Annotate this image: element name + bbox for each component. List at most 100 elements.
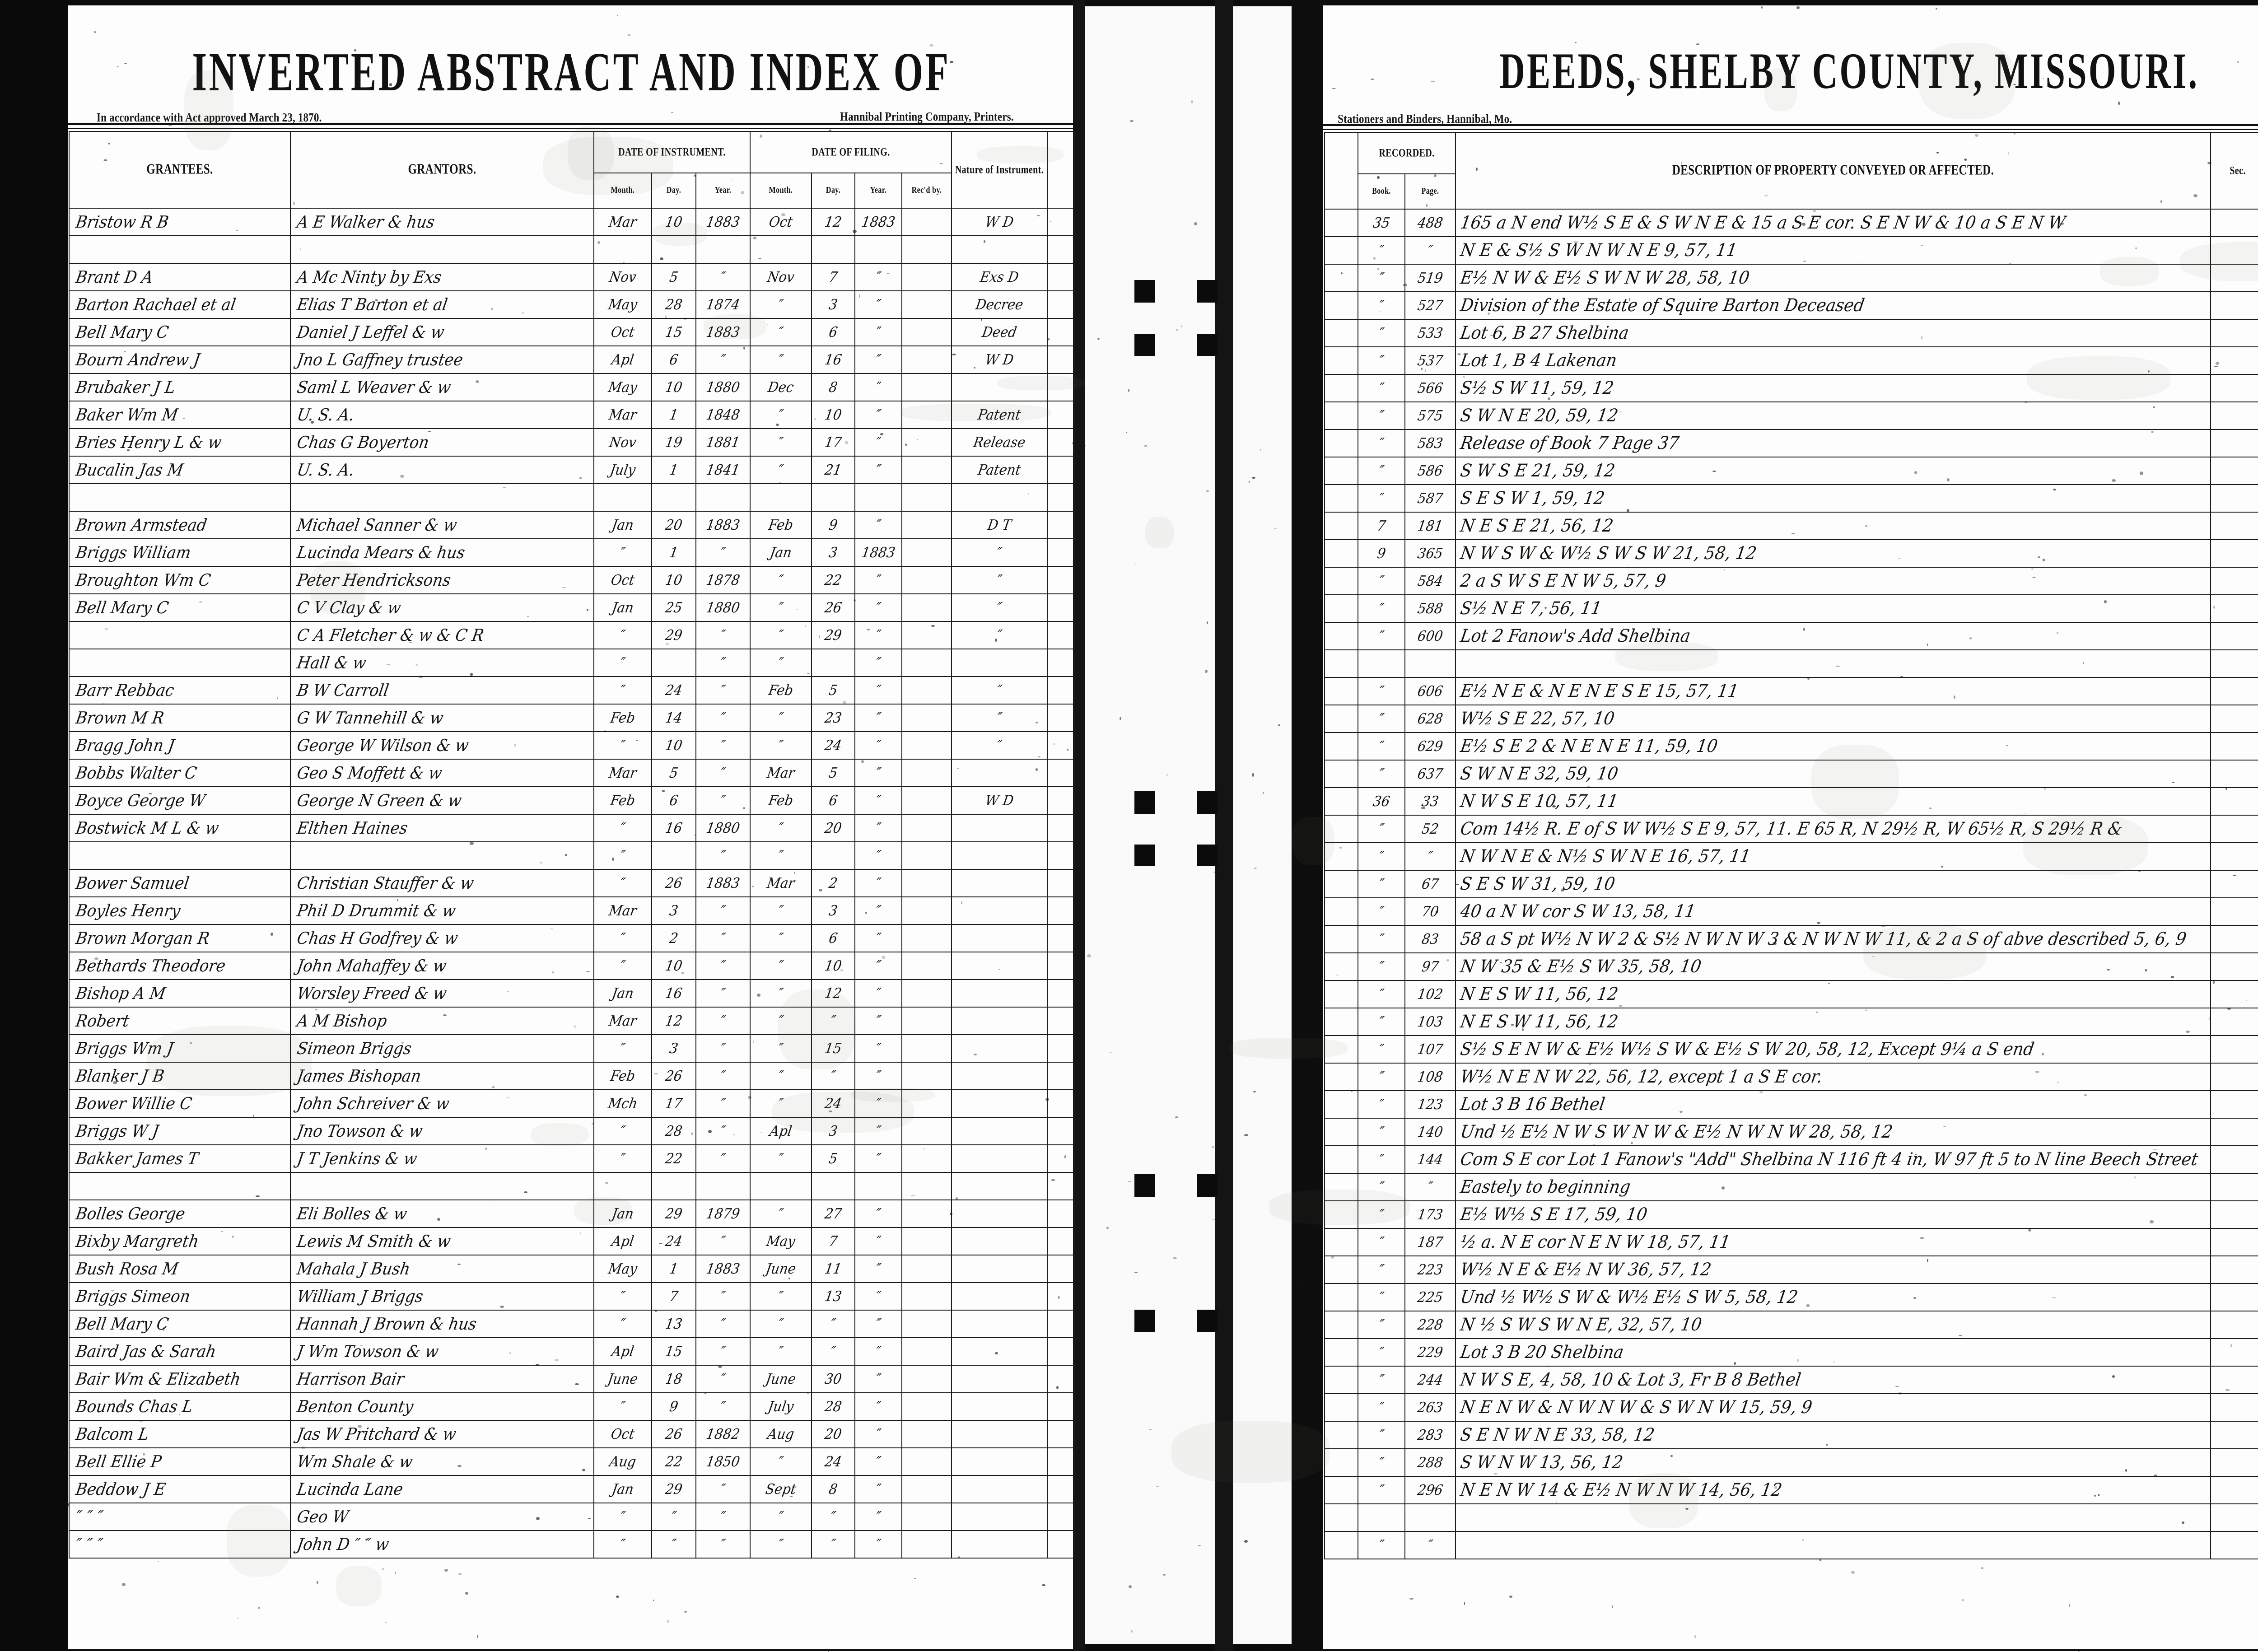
cell-book-text: ″ — [1377, 1481, 1386, 1498]
scan-speck — [1954, 695, 1956, 699]
cell-instrument-month-text: ″ — [619, 874, 627, 891]
cell-right-spacer — [1324, 429, 1358, 457]
scan-speck — [1294, 862, 1297, 863]
cell-left-spacer — [1047, 1420, 1075, 1448]
cell-grantee-text: Brown M R — [74, 708, 166, 728]
cell-book-text: ″ — [1377, 379, 1386, 397]
cell-filing-year: ″ — [854, 593, 902, 622]
scan-speck — [615, 185, 617, 187]
cell-filing-day-text: ″ — [829, 1343, 837, 1360]
cell-grantee: Beddow J E — [69, 1475, 291, 1503]
cell-filing-month-text: ″ — [777, 1150, 785, 1167]
cell-nature-of-instrument — [951, 373, 1048, 401]
right-table-body: 35 488 165 a N end W½ S E & S W N E & 15 a… — [1324, 209, 2258, 1559]
cell-description: N W S E 10, 57, 11 — [1455, 787, 2211, 816]
cell-right-spacer — [1324, 291, 1358, 320]
cell-filing-day: 5 — [811, 676, 855, 705]
cell-instrument-year-text: ″ — [719, 626, 727, 644]
cell-instrument-month-text: Feb — [609, 1067, 637, 1084]
cell-book-text: ″ — [1377, 1041, 1386, 1058]
cell-nature-of-instrument — [951, 1365, 1048, 1393]
cell-left-spacer — [1047, 731, 1075, 760]
cell-instrument-month-text: May — [607, 1260, 639, 1277]
cell-grantor: B W Carroll — [290, 676, 594, 705]
cell-left-spacer — [1047, 456, 1075, 484]
cell-book-text: ″ — [1377, 903, 1386, 920]
cell-left-spacer — [1047, 1503, 1075, 1531]
cell-filing-day: 24 — [811, 731, 855, 760]
cell-filing-day: 13 — [811, 1282, 855, 1311]
cell-description-text: Release of Book 7 Page 37 — [1459, 433, 1681, 453]
cell-instrument-month-text: ″ — [619, 819, 627, 836]
cell-nature-of-instrument-text: ″ — [995, 599, 1003, 616]
scan-speck — [681, 971, 684, 975]
cell-grantee-text: Bounds Chas L — [74, 1396, 194, 1417]
scan-speck — [2052, 1297, 2056, 1298]
cell-filing-year: ″ — [854, 952, 902, 980]
cell-description: E½ W½ S E 17, 59, 10 — [1455, 1200, 2211, 1229]
scan-speck — [1253, 1091, 1256, 1093]
cell-page-text: 296 — [1416, 1481, 1444, 1498]
cell-filing-day-text: 5 — [827, 681, 839, 699]
cell-filing-day-text: 3 — [827, 902, 839, 919]
cell-received-by — [901, 952, 952, 980]
scan-speck — [995, 1352, 998, 1354]
cell-received-by — [901, 566, 952, 594]
scan-speck — [2170, 975, 2174, 978]
scan-speck — [1297, 610, 1299, 613]
cell-filing-month-text: ″ — [777, 599, 785, 616]
table-row: Blanker J B James Bishopan Feb 26 ″ ″ ″ ″ — [69, 1062, 1075, 1090]
cell-filing-month: ″ — [750, 841, 812, 870]
cell-filing-year-text: ″ — [874, 1315, 882, 1332]
cell-sec — [2210, 787, 2258, 816]
cell-filing-day-text: 8 — [827, 378, 839, 396]
cell-instrument-year: ″ — [695, 538, 751, 567]
cell-received-by — [901, 1530, 952, 1559]
cell-page-text: 537 — [1416, 352, 1444, 369]
cell-description-text: S E N W N E 33, 58, 12 — [1459, 1424, 1656, 1445]
cell-filing-year: ″ — [854, 1199, 902, 1228]
scan-speck — [142, 1453, 145, 1456]
paper-mottle — [1629, 1473, 1699, 1528]
scan-speck — [394, 1572, 396, 1574]
table-row: ″ 537 Lot 1, B 4 Lakenan — [1324, 346, 2258, 375]
cell-filing-year: ″ — [854, 676, 902, 705]
col-header-instrument-year: Year. — [695, 173, 751, 209]
cell-grantor: Simeon Briggs — [290, 1034, 594, 1063]
scan-speck — [236, 229, 238, 231]
cell-instrument-month-text: Mar — [607, 1012, 638, 1029]
cell-instrument-year: 1848 — [695, 401, 751, 429]
cell-filing-day: 28 — [811, 1392, 855, 1421]
cell-left-spacer — [1047, 676, 1075, 705]
scan-speck — [840, 969, 843, 971]
paper-mottle — [901, 404, 1051, 422]
cell-page-text: 533 — [1416, 324, 1444, 341]
cell-grantor-text: John Schreiver & w — [295, 1093, 451, 1114]
col-header-recorded: RECORDED. — [1358, 132, 1456, 174]
scan-speck — [929, 44, 933, 47]
cell-description-text: 2 a S W S E N W 5, 57, 9 — [1459, 570, 1668, 591]
cell-description: 165 a N end W½ S E & S W N E & 15 a S E … — [1455, 209, 2211, 237]
cell-instrument-day: 17 — [651, 1089, 696, 1118]
cell-sec — [2210, 512, 2258, 540]
scan-speck — [408, 642, 413, 644]
scan-speck — [220, 1231, 224, 1232]
col-header-filing-day: Day. — [811, 173, 855, 209]
cell-filing-month-text: ″ — [777, 957, 785, 974]
cell-filing-year-text: ″ — [874, 378, 882, 396]
cell-page-text: ″ — [1426, 1178, 1434, 1195]
scan-speck — [931, 625, 935, 627]
cell-filing-day-text: 23 — [823, 709, 843, 726]
cell-right-spacer — [1324, 236, 1358, 265]
scan-speck — [540, 861, 542, 863]
cell-left-spacer — [1047, 1310, 1075, 1338]
cell-instrument-year: ″ — [695, 952, 751, 980]
cell-filing-year-text: ″ — [874, 1288, 882, 1305]
cell-grantor: Jno L Gaffney trustee — [290, 345, 594, 374]
paper-mottle — [1919, 43, 2015, 119]
cell-right-spacer — [1324, 925, 1358, 953]
cell-left-spacer — [1047, 1392, 1075, 1421]
cell-page: 575 — [1404, 401, 1456, 430]
cell-filing-year: ″ — [854, 1255, 902, 1283]
cell-book-text: ″ — [1377, 269, 1386, 286]
